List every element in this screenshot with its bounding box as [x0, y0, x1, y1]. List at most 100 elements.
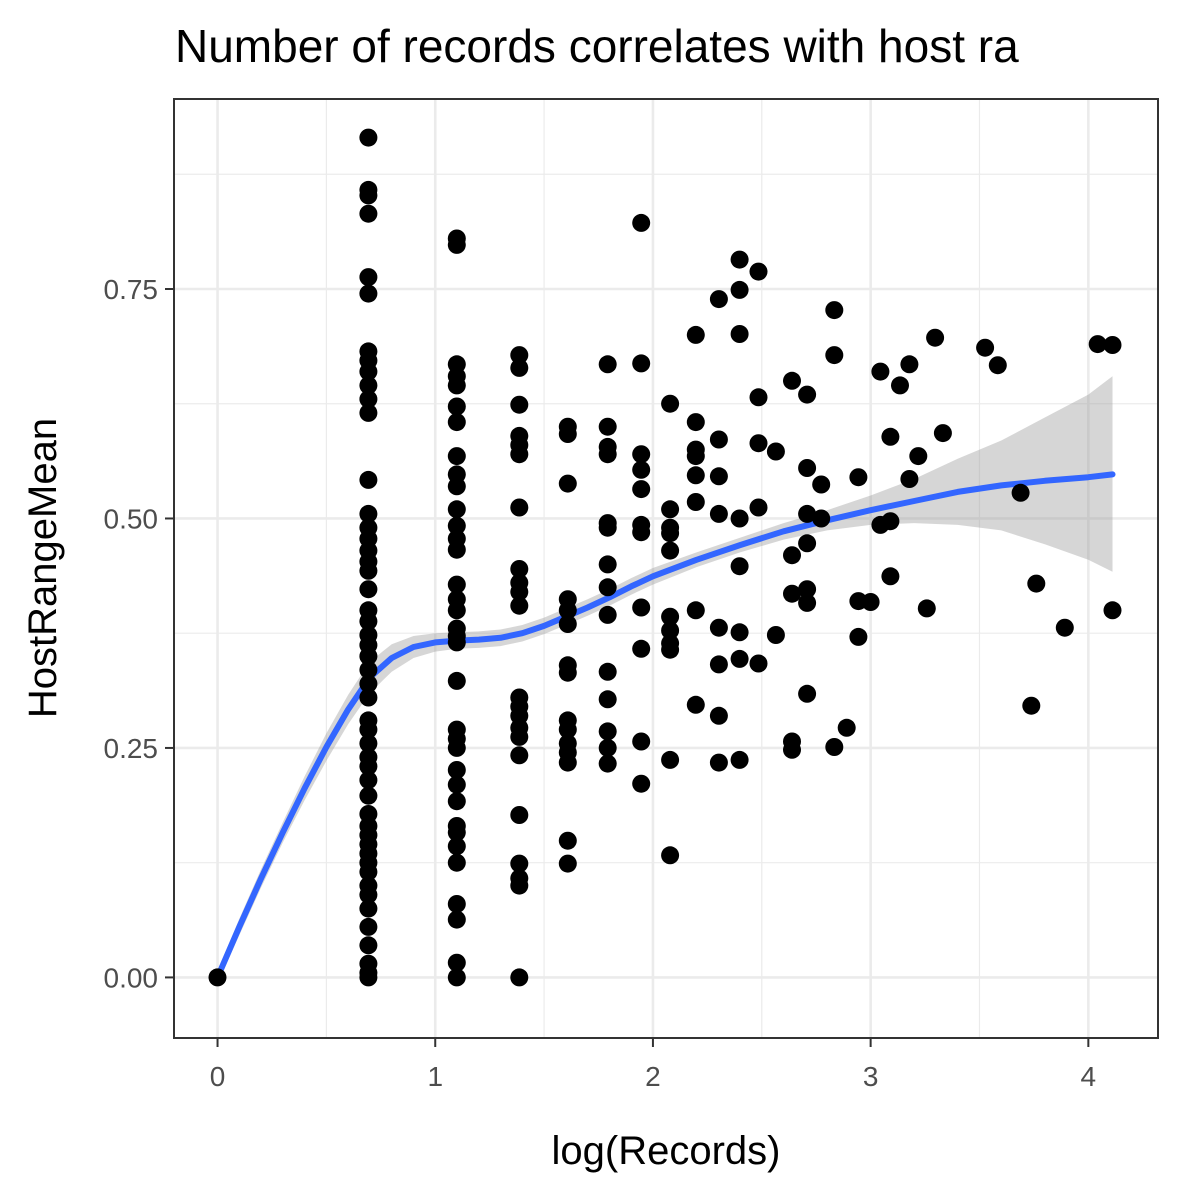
data-point	[447, 761, 466, 779]
data-point	[632, 213, 651, 232]
data-point	[881, 427, 900, 446]
data-point	[510, 968, 529, 987]
data-point	[510, 746, 529, 765]
data-point	[926, 328, 945, 347]
data-point	[359, 786, 378, 805]
confidence-band	[217, 376, 1113, 984]
data-point	[632, 639, 651, 658]
data-point	[558, 831, 577, 850]
data-point	[598, 518, 617, 537]
data-point	[598, 555, 617, 574]
data-point	[359, 204, 378, 223]
data-point	[359, 899, 378, 918]
data-point	[558, 663, 577, 682]
data-point	[812, 475, 831, 494]
data-point	[447, 895, 466, 913]
data-point	[709, 504, 728, 523]
data-point	[598, 417, 617, 436]
data-point	[447, 837, 466, 856]
data-point	[1022, 696, 1041, 715]
data-point	[709, 430, 728, 449]
data-point	[447, 823, 466, 842]
data-point	[359, 968, 378, 987]
data-point	[359, 403, 378, 422]
x-tick-label: 0	[210, 1061, 226, 1092]
data-point	[1011, 483, 1030, 502]
data-point	[1055, 618, 1074, 637]
data-point	[661, 607, 680, 626]
data-point	[598, 355, 617, 374]
data-point	[359, 885, 378, 904]
data-point	[730, 509, 749, 528]
y-tick-label: 0.50	[104, 503, 159, 534]
data-point	[359, 561, 378, 580]
data-point	[730, 280, 749, 299]
data-point	[825, 738, 844, 756]
data-point	[558, 854, 577, 873]
data-point	[686, 413, 705, 432]
data-point	[632, 445, 651, 464]
data-point	[686, 325, 705, 344]
data-point	[510, 358, 529, 377]
data-point	[359, 504, 378, 523]
data-point	[558, 720, 577, 739]
data-point	[661, 846, 680, 865]
data-point	[976, 338, 995, 357]
data-point	[447, 601, 466, 620]
data-point	[812, 509, 831, 528]
data-point	[447, 953, 466, 972]
confidence-ribbon	[217, 376, 1113, 984]
data-point	[632, 732, 651, 751]
data-point	[686, 466, 705, 485]
data-point	[447, 792, 466, 811]
data-point	[359, 720, 378, 739]
data-point	[558, 425, 577, 443]
data-point	[632, 460, 651, 479]
data-point	[900, 355, 919, 374]
data-point	[447, 540, 466, 559]
data-point	[661, 524, 680, 543]
data-point	[359, 268, 378, 287]
data-point	[359, 390, 378, 409]
data-point	[598, 690, 617, 709]
data-point	[510, 727, 529, 746]
data-point	[709, 618, 728, 637]
data-point	[447, 671, 466, 690]
data-point	[598, 662, 617, 681]
data-point	[558, 753, 577, 772]
data-point	[1088, 335, 1107, 354]
data-point	[730, 623, 749, 642]
data-point	[709, 753, 728, 772]
data-point	[798, 385, 817, 404]
data-point	[359, 757, 378, 776]
y-axis-title: HostRangeMean	[21, 418, 65, 718]
data-point	[917, 599, 936, 618]
data-point	[798, 580, 817, 599]
data-point	[447, 376, 466, 395]
data-point	[783, 740, 801, 759]
data-point	[208, 968, 227, 987]
data-point	[709, 706, 728, 725]
smooth-fit-line	[214, 471, 1116, 981]
data-point	[686, 695, 705, 714]
data-point	[849, 468, 868, 487]
data-point	[359, 936, 378, 955]
data-point	[359, 917, 378, 936]
data-point	[447, 235, 466, 254]
data-point	[510, 560, 529, 578]
data-point	[749, 654, 768, 673]
data-point	[359, 771, 378, 790]
data-point	[598, 605, 617, 624]
data-point	[749, 388, 768, 407]
data-point	[359, 128, 378, 147]
x-tick-label: 4	[1081, 1061, 1097, 1092]
data-point	[825, 301, 844, 320]
data-point	[447, 633, 466, 652]
data-point	[900, 470, 919, 488]
data-point	[730, 325, 749, 343]
data-point	[510, 876, 529, 895]
data-point	[447, 910, 466, 929]
points-layer	[208, 128, 1122, 987]
data-point	[798, 593, 817, 612]
